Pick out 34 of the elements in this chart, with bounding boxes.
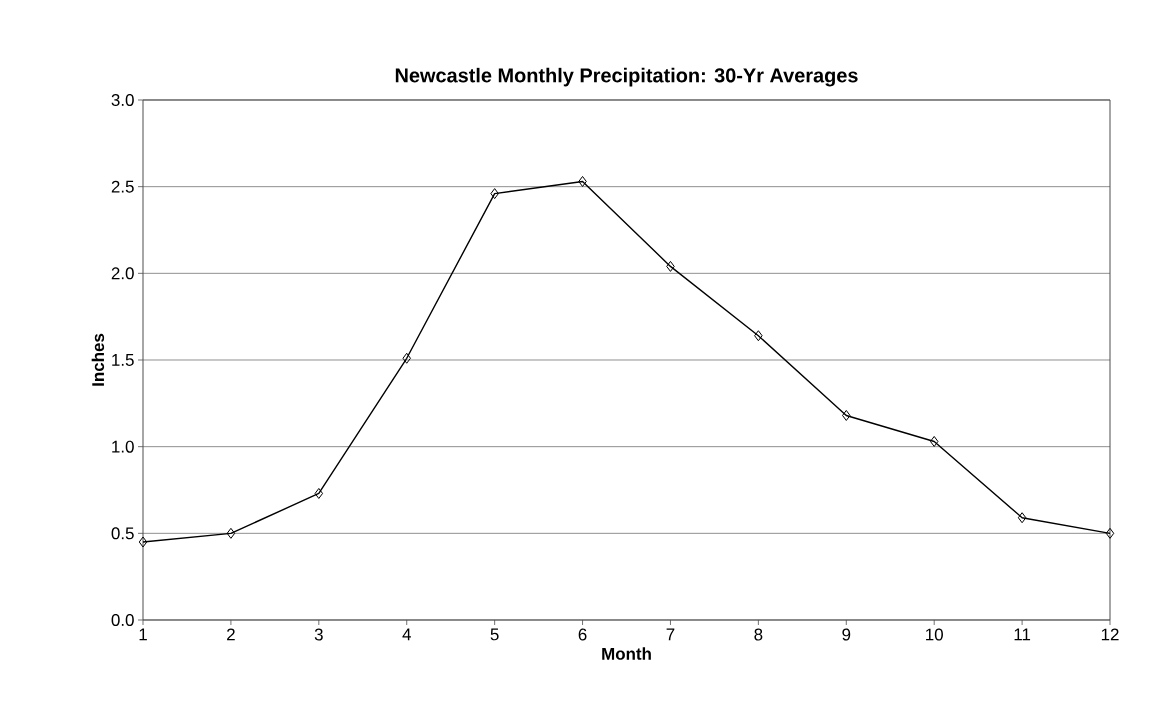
x-tick-label: 3: [314, 628, 323, 641]
x-tick-label: 7: [666, 628, 675, 641]
x-tick-label: 1: [139, 628, 147, 641]
y-tick-label: 2.5: [111, 180, 134, 193]
x-tick-label: 6: [578, 628, 587, 641]
point: [842, 409, 851, 421]
y-tick-label: 1.0: [112, 440, 134, 453]
y-tick-label: 1.5: [112, 354, 134, 366]
x-tick-label: 10: [926, 628, 943, 641]
x-tick-label: 9: [842, 628, 851, 641]
y-axis-title: Inches: [91, 333, 105, 386]
point: [754, 330, 763, 342]
point: [578, 175, 587, 187]
y-tick-label: 3.0: [111, 94, 134, 106]
y-tick-label: 0.0: [111, 614, 134, 626]
point: [314, 487, 324, 499]
chart-title: Newcastle Monthly Precipitation: 30-Yr Averages: [395, 67, 858, 87]
y-tick-label: 0.5: [111, 527, 134, 540]
point: [1105, 527, 1115, 539]
point: [666, 260, 675, 272]
point: [1017, 512, 1027, 524]
point: [490, 188, 499, 200]
x-tick-label: 5: [490, 628, 499, 641]
x-tick-label: 2: [227, 628, 235, 641]
point: [929, 435, 939, 447]
y-tick-label: 2.0: [111, 267, 134, 280]
x-axis-title: Month: [602, 647, 651, 660]
point: [226, 527, 236, 539]
point: [402, 352, 411, 364]
x-tick-label: 4: [402, 628, 411, 641]
x-tick-label: 11: [1014, 628, 1031, 641]
point: [138, 536, 148, 548]
x-tick-label: 8: [754, 628, 763, 641]
x-tick-label: 12: [1101, 628, 1119, 641]
